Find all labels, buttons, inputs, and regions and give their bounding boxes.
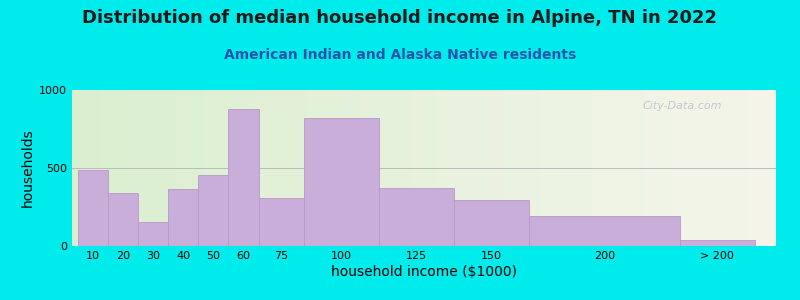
Text: Distribution of median household income in Alpine, TN in 2022: Distribution of median household income … — [82, 9, 718, 27]
Bar — [78, 169, 108, 246]
Bar — [454, 200, 530, 246]
Bar — [229, 109, 258, 246]
Bar — [138, 222, 168, 246]
Bar — [258, 198, 304, 246]
Bar — [198, 175, 229, 246]
Bar — [108, 193, 138, 246]
Bar — [530, 216, 680, 246]
Bar — [680, 240, 755, 246]
Text: American Indian and Alaska Native residents: American Indian and Alaska Native reside… — [224, 48, 576, 62]
Bar — [168, 189, 198, 246]
Bar — [304, 118, 379, 246]
Text: City-Data.com: City-Data.com — [642, 101, 722, 111]
Bar — [379, 188, 454, 246]
Y-axis label: households: households — [21, 129, 35, 207]
X-axis label: household income ($1000): household income ($1000) — [331, 265, 517, 279]
